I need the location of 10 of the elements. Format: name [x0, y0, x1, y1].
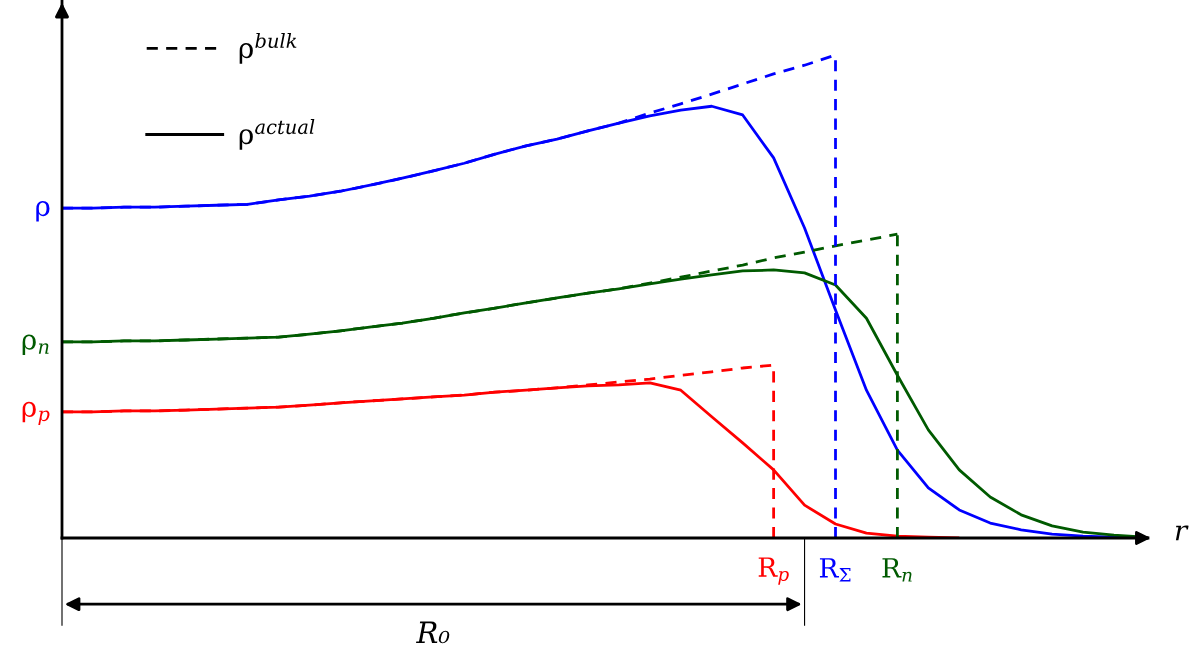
text: ρ$_{n}$	[22, 334, 49, 356]
x-tick-label: R$_{p}$	[758, 557, 789, 585]
text: ρ$_{p}$	[22, 401, 50, 425]
x-axis-title: r	[1175, 525, 1189, 541]
annotation: ρ$^{bulk}$	[239, 33, 297, 64]
text: ρ	[36, 201, 50, 222]
text: R₀	[416, 621, 450, 644]
x-tick-label: R$_{n}$	[882, 558, 912, 582]
annotation: ρ$^{actual}$	[239, 119, 315, 150]
x-tick-label: R$_{Σ}$	[819, 558, 851, 582]
